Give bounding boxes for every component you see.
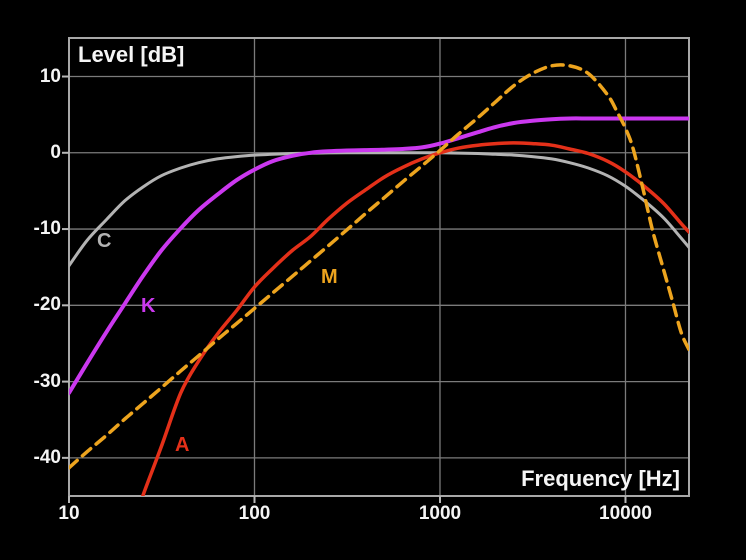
x-axis-title: Frequency [Hz] [521, 466, 680, 491]
y-tick-label-neg40: -40 [33, 446, 61, 468]
y-axis-title: Level [dB] [78, 42, 185, 67]
x-tick-label-1000: 1000 [418, 503, 462, 524]
y-tick-label-neg10: -10 [33, 218, 61, 240]
x-tick-label-100: 100 [238, 503, 271, 524]
curve-label-c: C [97, 230, 112, 252]
curve-label-a: A [175, 434, 190, 456]
y-tick-label-neg20: -20 [33, 294, 61, 316]
x-tick-label-10000: 10000 [599, 503, 652, 524]
x-tick-label-10: 10 [58, 503, 80, 524]
curve-label-k: K [141, 295, 156, 317]
y-tick-label-neg30: -30 [33, 370, 61, 392]
y-tick-label-10: 10 [39, 65, 61, 87]
curve-label-m: M [321, 266, 338, 288]
y-tick-label-0: 0 [50, 141, 61, 163]
